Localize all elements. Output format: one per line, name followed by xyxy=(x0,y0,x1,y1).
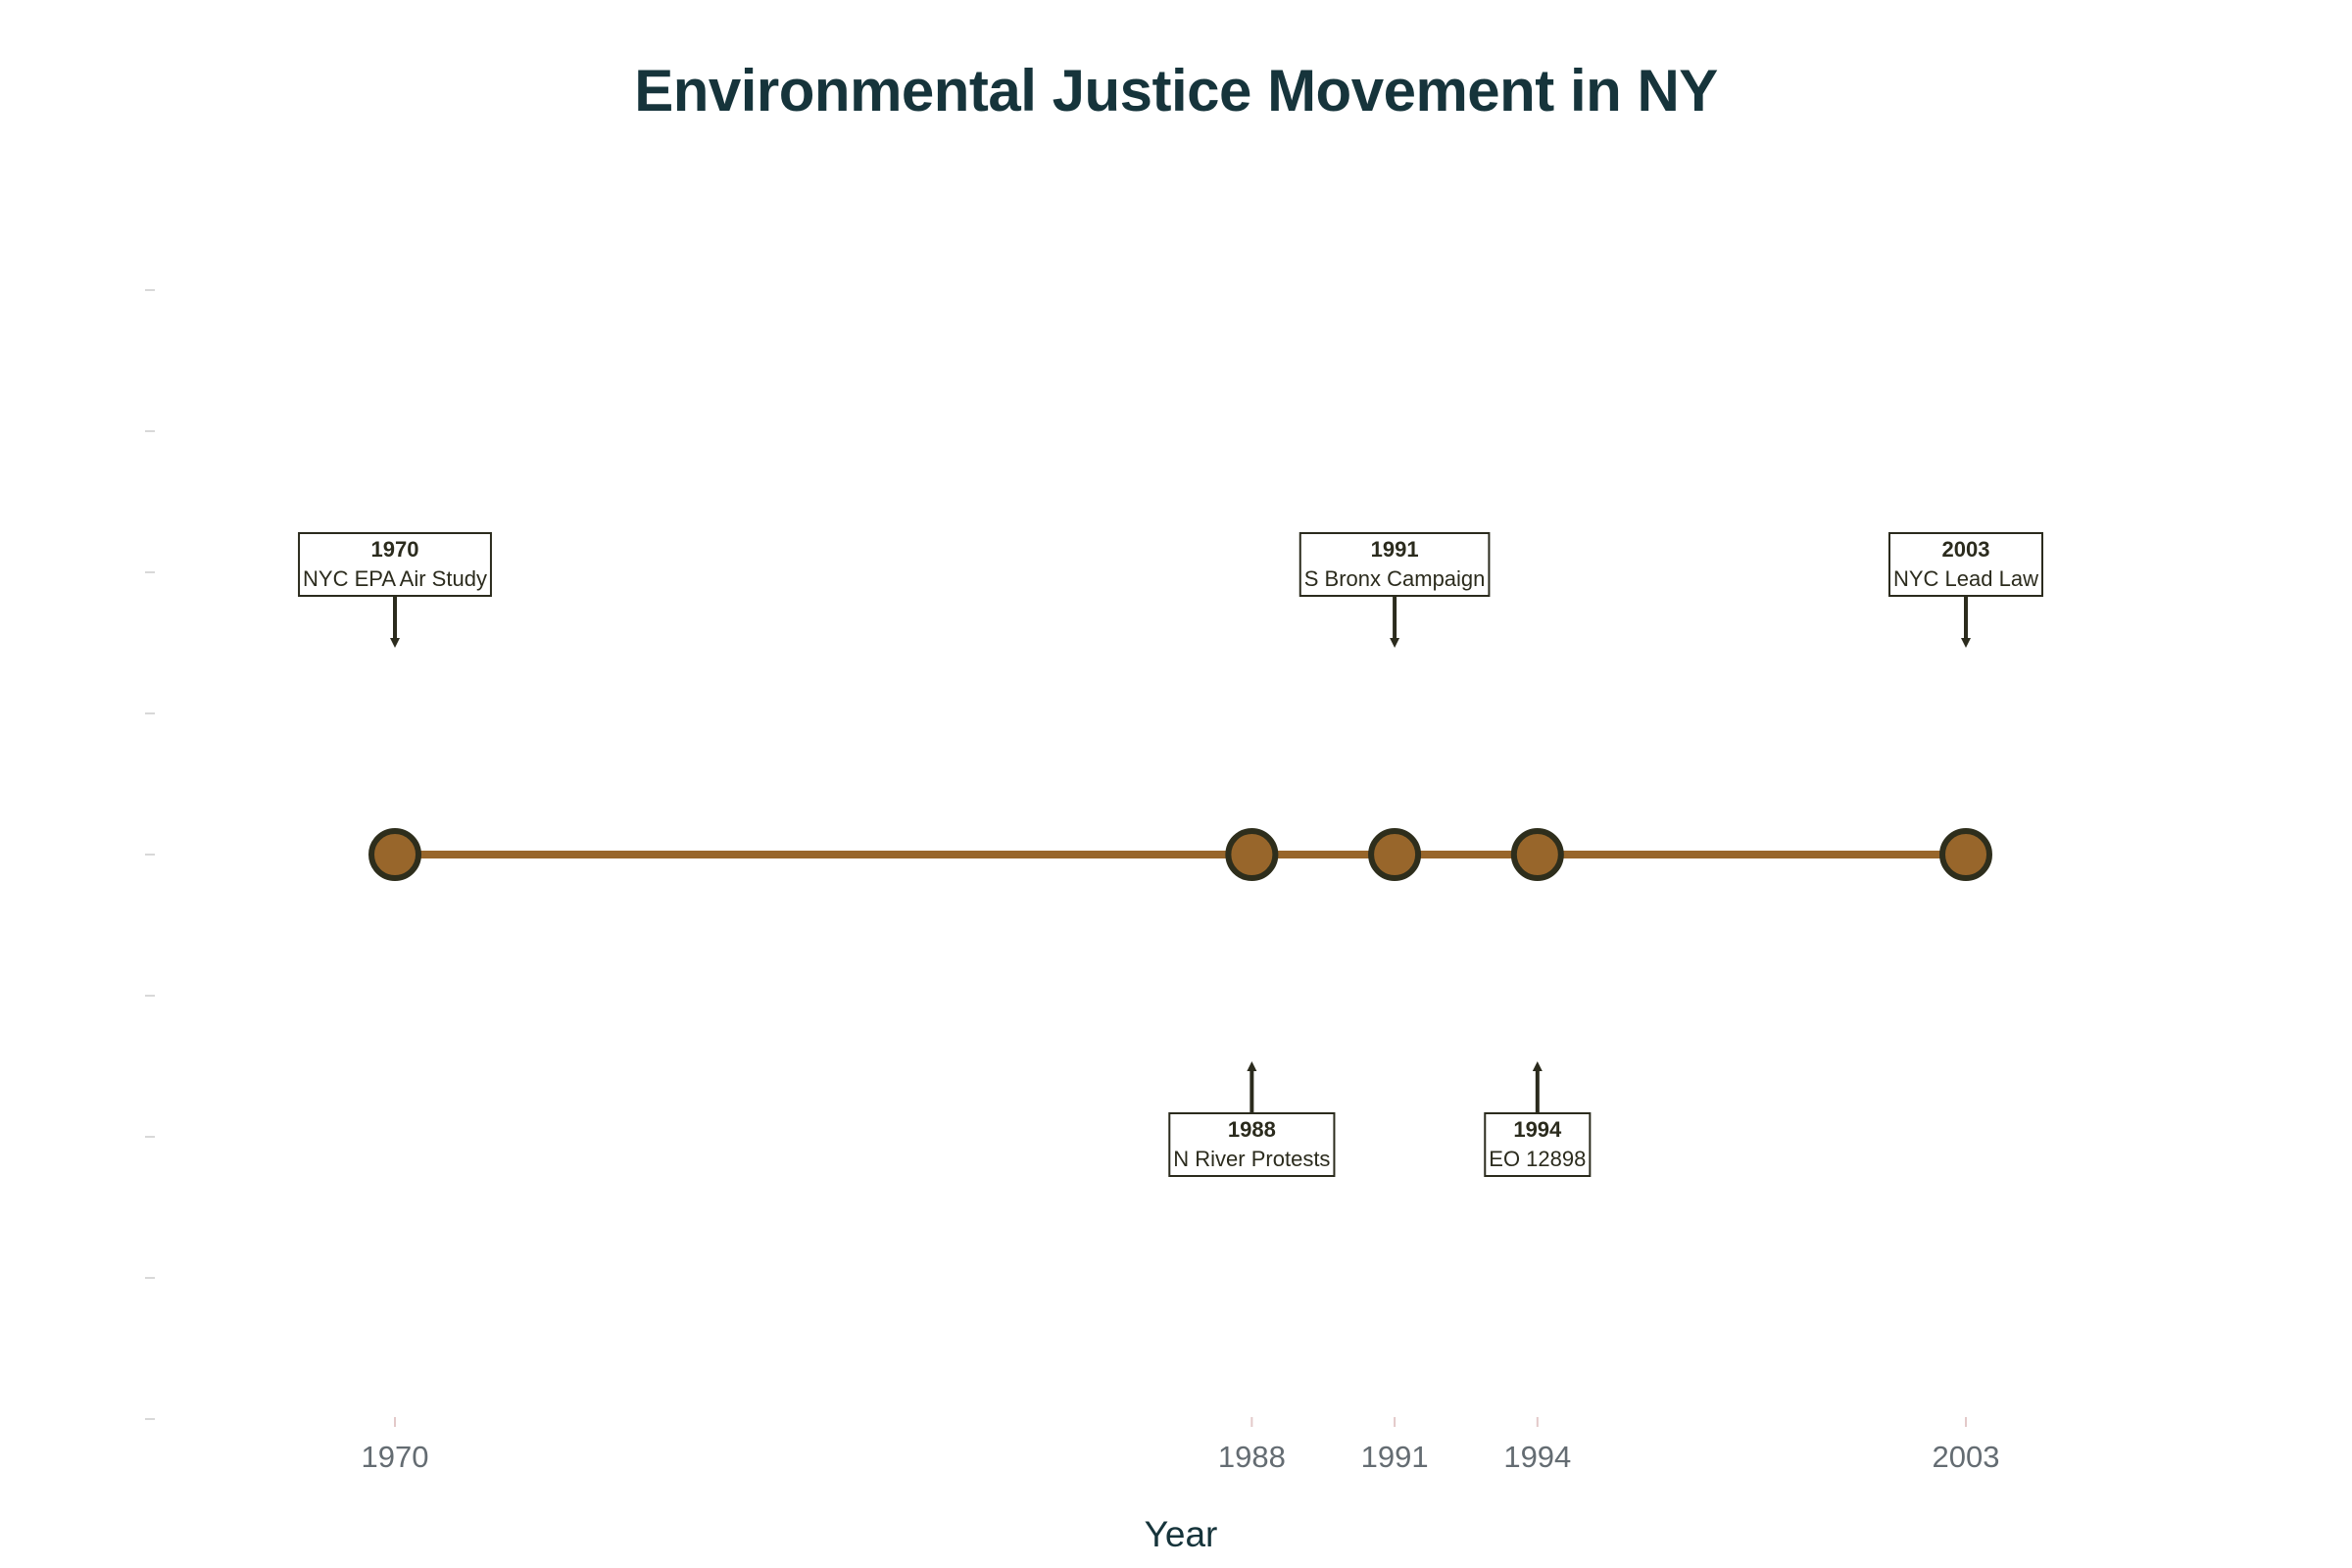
x-tick-label: 2003 xyxy=(1933,1440,2000,1474)
timeline-series xyxy=(368,828,1992,881)
annotation-year: 1994 xyxy=(1513,1117,1562,1142)
x-axis-ticks: 1970 1988 1991 1994 2003 xyxy=(362,1417,2000,1474)
chart-title: Environmental Justice Movement in NY xyxy=(634,58,1718,123)
annotation: 1994 EO 12898 xyxy=(1484,1061,1592,1177)
data-point xyxy=(1939,828,1992,881)
y-axis-ticks xyxy=(145,289,155,1420)
x-tick-label: 1970 xyxy=(362,1440,429,1474)
x-tick-label: 1994 xyxy=(1503,1440,1571,1474)
annotation-text: NYC Lead Law xyxy=(1893,566,2038,591)
annotation-year: 1970 xyxy=(371,537,419,562)
annotations: 1970 NYC EPA Air Study 1988 N River Protest… xyxy=(298,532,2043,1177)
data-point xyxy=(1225,828,1279,881)
annotation-year: 2003 xyxy=(1942,537,1990,562)
annotation-text: NYC EPA Air Study xyxy=(303,566,487,591)
annotation-box xyxy=(1888,532,2043,597)
annotation: 1970 NYC EPA Air Study xyxy=(298,532,492,648)
data-point xyxy=(1510,828,1564,881)
x-axis-title: Year xyxy=(1145,1514,1218,1554)
annotation-box xyxy=(1484,1112,1592,1177)
annotation-text: N River Protests xyxy=(1173,1147,1330,1171)
x-tick-label: 1991 xyxy=(1361,1440,1429,1474)
annotation-year: 1991 xyxy=(1371,537,1419,562)
annotation: 1991 S Bronx Campaign xyxy=(1298,532,1491,648)
annotation-box xyxy=(1168,1112,1336,1177)
annotation: 2003 NYC Lead Law xyxy=(1888,532,2043,648)
annotation-year: 1988 xyxy=(1228,1117,1276,1142)
annotation: 1988 N River Protests xyxy=(1168,1061,1336,1177)
data-point xyxy=(1368,828,1422,881)
data-point xyxy=(368,828,421,881)
annotation-text: EO 12898 xyxy=(1489,1147,1586,1171)
annotation-text: S Bronx Campaign xyxy=(1304,566,1486,591)
x-tick-label: 1988 xyxy=(1218,1440,1286,1474)
annotation-box xyxy=(298,532,492,597)
